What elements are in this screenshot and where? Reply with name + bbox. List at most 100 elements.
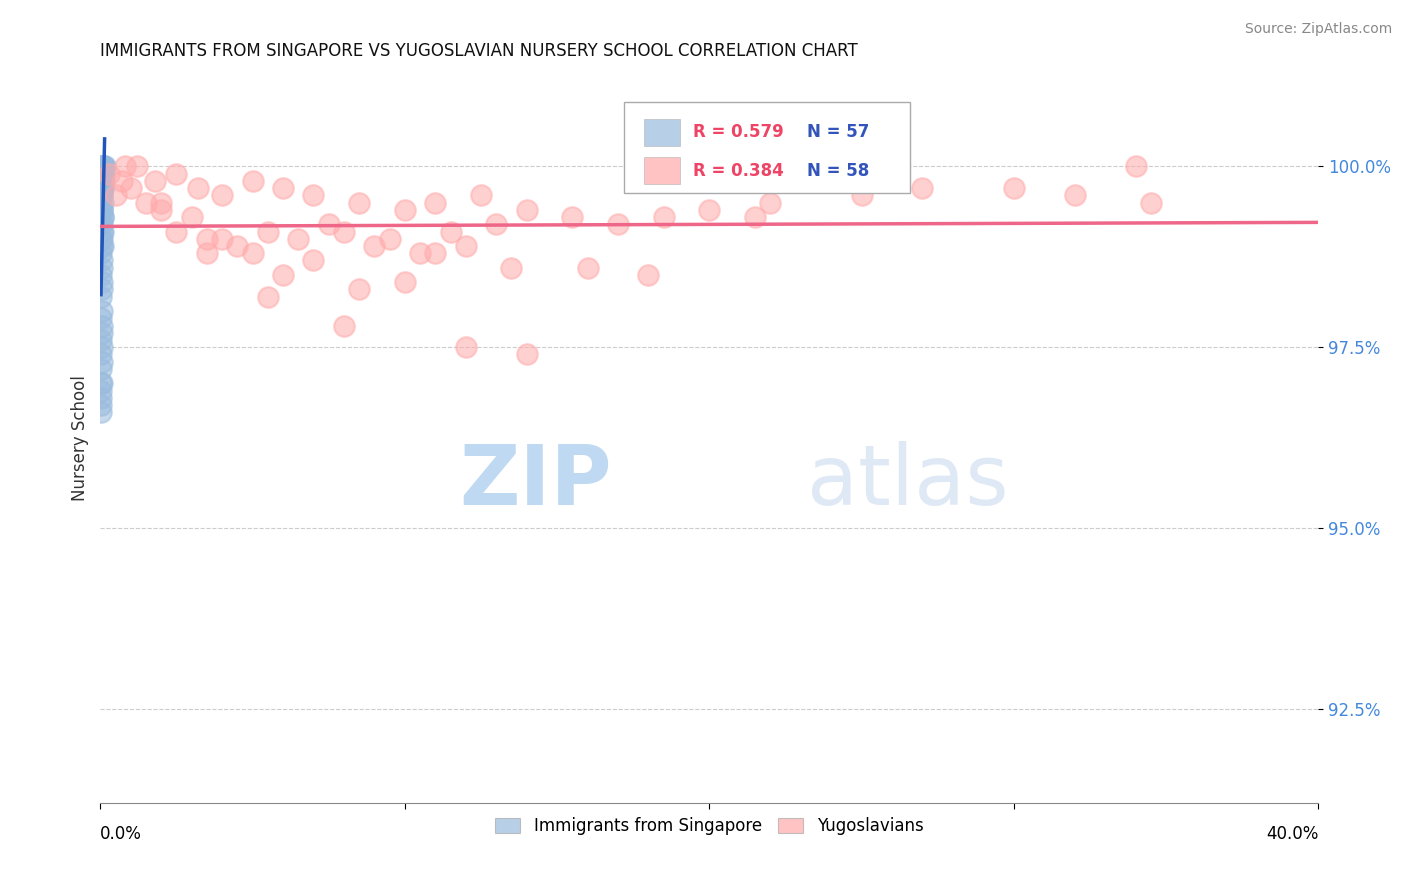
Point xyxy=(1002,181,1025,195)
Text: Source: ZipAtlas.com: Source: ZipAtlas.com xyxy=(1244,22,1392,37)
Point xyxy=(93,160,115,174)
Point xyxy=(271,181,294,195)
Point xyxy=(93,160,115,174)
Point xyxy=(394,202,416,217)
Point xyxy=(211,188,233,202)
Point xyxy=(91,167,114,181)
Point xyxy=(90,376,112,391)
FancyBboxPatch shape xyxy=(624,102,910,193)
Point xyxy=(114,160,136,174)
Point xyxy=(90,188,112,202)
Point xyxy=(91,326,114,340)
Text: N = 57: N = 57 xyxy=(807,123,869,141)
Point xyxy=(91,202,114,217)
Point xyxy=(759,195,782,210)
Point xyxy=(91,260,114,275)
Point xyxy=(90,160,112,174)
Point xyxy=(91,195,114,210)
Point xyxy=(90,195,112,210)
Point xyxy=(90,347,112,361)
Point xyxy=(93,160,115,174)
Point xyxy=(91,210,114,224)
Point xyxy=(90,188,112,202)
Point xyxy=(302,188,325,202)
Point xyxy=(454,340,477,354)
Point xyxy=(302,253,325,268)
Y-axis label: Nursery School: Nursery School xyxy=(72,375,89,500)
Point xyxy=(150,202,173,217)
Point xyxy=(91,282,114,296)
Point xyxy=(425,195,447,210)
Text: 0.0%: 0.0% xyxy=(100,824,142,843)
Point xyxy=(90,391,112,405)
Point xyxy=(271,268,294,282)
Point xyxy=(104,188,127,202)
Point xyxy=(90,376,112,391)
FancyBboxPatch shape xyxy=(644,119,681,145)
Text: ZIP: ZIP xyxy=(460,441,612,522)
Text: atlas: atlas xyxy=(807,441,1008,522)
Point xyxy=(561,210,583,224)
Point xyxy=(91,239,114,253)
Point xyxy=(697,202,720,217)
Point xyxy=(93,181,115,195)
Point xyxy=(90,398,112,412)
Point xyxy=(120,181,142,195)
Point xyxy=(439,225,461,239)
Point xyxy=(454,239,477,253)
Point xyxy=(90,355,112,369)
Point xyxy=(637,268,659,282)
Point xyxy=(485,217,508,231)
Point xyxy=(111,174,134,188)
Text: R = 0.384: R = 0.384 xyxy=(693,161,785,180)
Point xyxy=(90,405,112,419)
Point xyxy=(195,232,218,246)
Point xyxy=(318,217,340,231)
Text: 40.0%: 40.0% xyxy=(1265,824,1319,843)
Point xyxy=(98,167,121,181)
Point xyxy=(501,260,523,275)
Point xyxy=(125,160,148,174)
Point xyxy=(91,181,114,195)
Point xyxy=(90,333,112,347)
Point xyxy=(93,210,115,224)
Point xyxy=(90,275,112,289)
Point xyxy=(195,246,218,260)
Legend: Immigrants from Singapore, Yugoslavians: Immigrants from Singapore, Yugoslavians xyxy=(488,811,931,842)
Point xyxy=(187,181,209,195)
Point xyxy=(256,290,278,304)
Point xyxy=(90,174,112,188)
Point xyxy=(90,384,112,398)
Point xyxy=(744,210,766,224)
Point xyxy=(347,195,370,210)
Point xyxy=(90,202,112,217)
Point xyxy=(93,167,115,181)
Point xyxy=(363,239,385,253)
Point xyxy=(1063,188,1085,202)
Point xyxy=(91,160,114,174)
Point xyxy=(242,246,264,260)
Point xyxy=(470,188,492,202)
Point xyxy=(378,232,401,246)
Point xyxy=(91,225,114,239)
Point xyxy=(226,239,249,253)
Point xyxy=(91,167,114,181)
Point xyxy=(90,167,112,181)
Point xyxy=(90,160,112,174)
Point xyxy=(90,232,112,246)
Point xyxy=(333,225,356,239)
Point xyxy=(90,167,112,181)
Point xyxy=(1125,160,1147,174)
Point xyxy=(90,311,112,326)
Text: N = 58: N = 58 xyxy=(807,161,869,180)
Point xyxy=(90,318,112,333)
Point xyxy=(90,253,112,268)
Point xyxy=(91,225,114,239)
Point xyxy=(91,239,114,253)
Point xyxy=(90,290,112,304)
Point xyxy=(90,232,112,246)
Text: R = 0.579: R = 0.579 xyxy=(693,123,785,141)
Point xyxy=(394,275,416,289)
Point xyxy=(166,167,188,181)
Point xyxy=(90,217,112,231)
